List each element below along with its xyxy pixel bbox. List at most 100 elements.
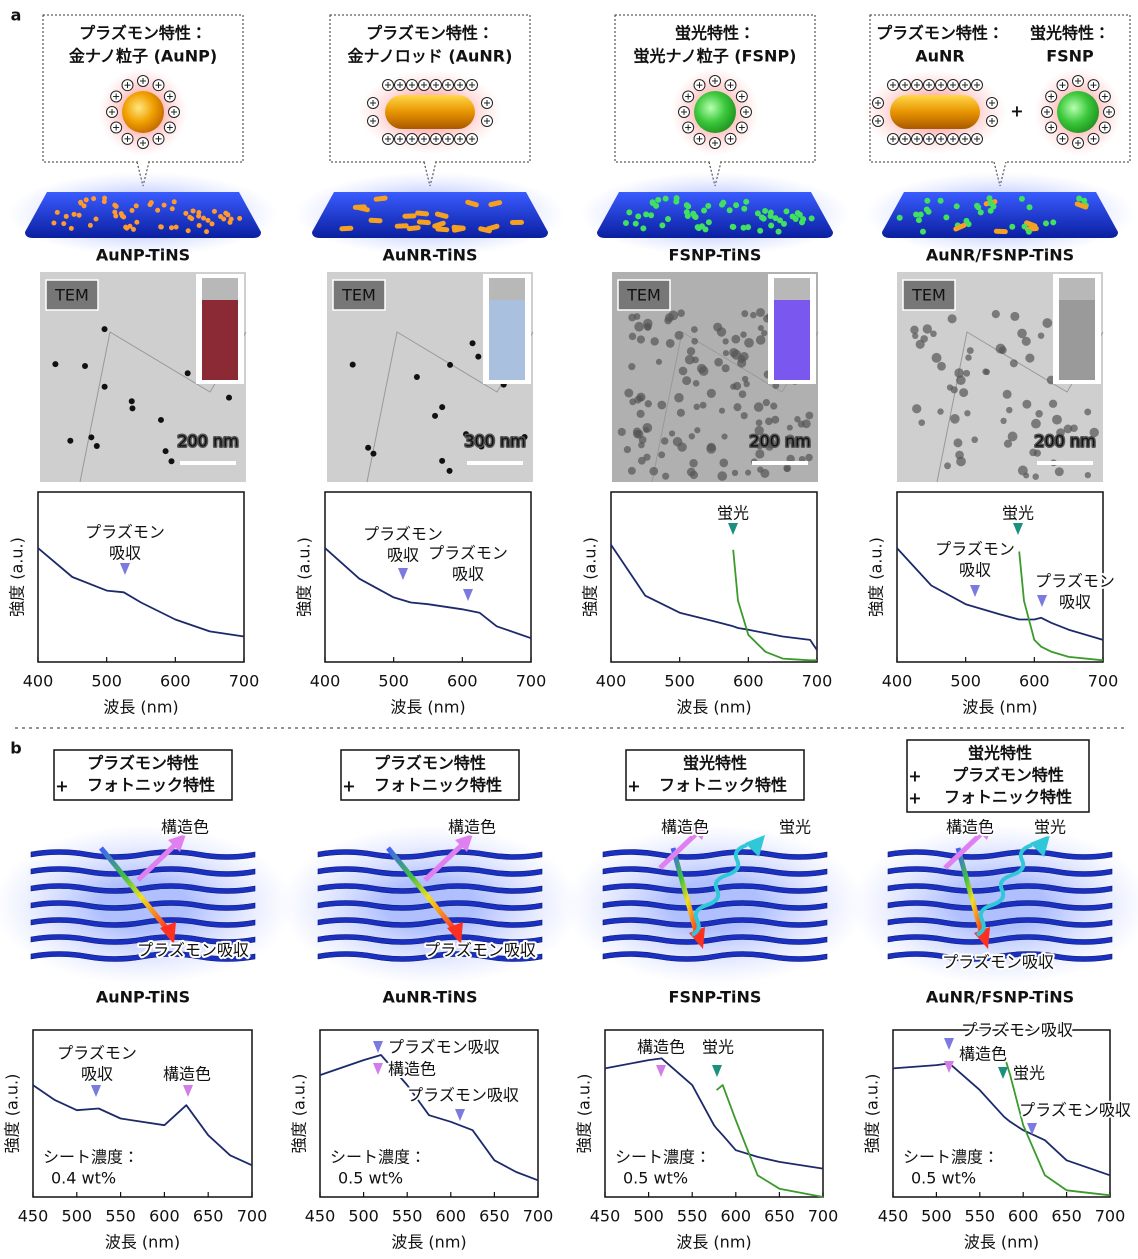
stack-sheet (602, 900, 828, 911)
property-box (625, 749, 805, 801)
tem-particle (733, 403, 742, 412)
sheet-dot (923, 206, 930, 213)
vial (1059, 300, 1095, 380)
panel-label: b (10, 739, 21, 758)
sheet-dot (987, 207, 994, 214)
x-tick-label: 500 (62, 1207, 93, 1226)
y-axis-label: 強度 (a.u.) (581, 537, 600, 617)
tem-particle (770, 402, 778, 410)
tem-particle (786, 424, 793, 431)
x-tick-label: 400 (310, 672, 341, 691)
sheet-dot (953, 203, 960, 210)
scale-bar-label: 300 nm (464, 432, 525, 451)
tem-particle (475, 353, 482, 360)
tem-particle (643, 426, 650, 433)
plus-sign: + (627, 777, 640, 796)
tem-particle (760, 468, 770, 478)
diagram-label: プラズモン吸収 (424, 941, 536, 960)
x-tick-label: 450 (305, 1207, 336, 1226)
scale-bar (467, 461, 523, 465)
sheet-dot (662, 195, 669, 202)
tem-particle (1089, 427, 1099, 438)
sheet-rod (434, 211, 449, 219)
tem-particle (982, 368, 989, 375)
annotation-arrow (398, 568, 408, 580)
sheet-rod (488, 200, 503, 208)
sheet-dot (896, 214, 903, 221)
spectrum-line (32, 1084, 253, 1167)
property-label: フォトニック特性 (659, 776, 787, 795)
sheet-dot (648, 212, 655, 219)
sheet-dot (792, 216, 799, 223)
x-tick-label: 650 (1051, 1207, 1082, 1226)
tem-label: TEM (341, 286, 376, 305)
tem-particle (668, 430, 676, 437)
tem-particle (638, 436, 647, 444)
diagram-label: 構造色 (448, 818, 496, 837)
tem-particle (439, 404, 446, 411)
tem-particle (168, 458, 175, 465)
property-label: プラズモン特性： (79, 24, 207, 43)
sheet-dot (68, 225, 74, 231)
spectrum-line (604, 1057, 824, 1170)
plus-sign: + (55, 777, 68, 796)
property-box (340, 749, 520, 801)
sheet-dot (134, 219, 140, 225)
tem-particle (1025, 353, 1035, 363)
tem-particle (706, 388, 716, 398)
sheet-dot (133, 203, 139, 209)
sheet-dot (1018, 195, 1025, 202)
tem-tag (617, 279, 671, 311)
diagram-label: 構造色 (161, 818, 209, 837)
tem-particle (1037, 332, 1045, 339)
x-tick-label: 450 (590, 1207, 621, 1226)
annotation: プラズモン (57, 1044, 137, 1063)
incident-arrowhead (447, 922, 463, 944)
diagram-label: プラズモン吸収 (137, 941, 249, 960)
x-axis-label: 波長 (nm) (962, 698, 1037, 717)
sheet-dot (741, 205, 748, 212)
tem-particle (714, 357, 723, 367)
x-tick-label: 700 (229, 672, 260, 691)
tem-particle (469, 340, 476, 347)
incident-light (386, 846, 457, 932)
tem-particle (699, 401, 707, 409)
tem-particle (67, 437, 74, 444)
tem-particle (743, 380, 750, 388)
tem-particle (1033, 449, 1042, 457)
tem-particle (644, 323, 652, 331)
tem-particle (959, 388, 969, 398)
sheet-dot (733, 202, 740, 209)
tem-particle (805, 453, 813, 462)
stack-sheet (887, 934, 1113, 945)
tem-particle (677, 309, 685, 317)
tem-particle (1002, 389, 1012, 399)
concentration-note: シート濃度： (615, 1148, 711, 1167)
sheet-dot (655, 196, 662, 203)
sheet-dot (127, 223, 133, 229)
x-tick-label: 500 (664, 672, 695, 691)
particle (890, 95, 980, 129)
tem-particle (731, 334, 741, 344)
tem-particle (801, 419, 811, 429)
annotation-arrow (1027, 1123, 1037, 1135)
sheet-dot (643, 211, 650, 218)
scale-bar-label: 200 nm (1034, 432, 1095, 451)
stack-sheet (30, 900, 256, 911)
y-axis-label: 強度 (a.u.) (295, 537, 314, 617)
tem-particle (721, 364, 730, 373)
tem-particle (644, 400, 652, 408)
annotation: プラズモン (935, 540, 1015, 559)
sheet-dot (147, 202, 153, 208)
tem-particle (930, 330, 937, 338)
sheet-dot (158, 224, 164, 230)
tem-particle (741, 375, 749, 383)
tem-particle (1063, 424, 1073, 434)
sheet-dot (93, 216, 99, 222)
property-label: プラズモン特性 (952, 766, 1064, 785)
sheet-dot (123, 224, 129, 230)
property-label: 蛍光特性： (675, 24, 755, 43)
tem-tag (332, 279, 386, 311)
sheet-dot (743, 198, 750, 205)
